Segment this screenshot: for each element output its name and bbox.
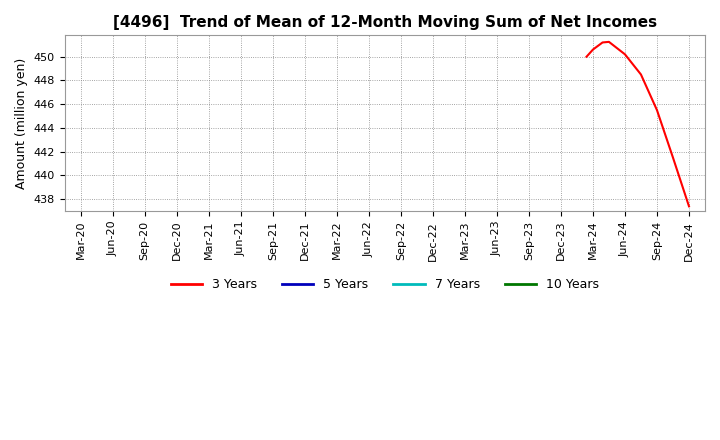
Title: [4496]  Trend of Mean of 12-Month Moving Sum of Net Incomes: [4496] Trend of Mean of 12-Month Moving …: [113, 15, 657, 30]
Y-axis label: Amount (million yen): Amount (million yen): [15, 58, 28, 189]
Legend: 3 Years, 5 Years, 7 Years, 10 Years: 3 Years, 5 Years, 7 Years, 10 Years: [166, 273, 604, 296]
